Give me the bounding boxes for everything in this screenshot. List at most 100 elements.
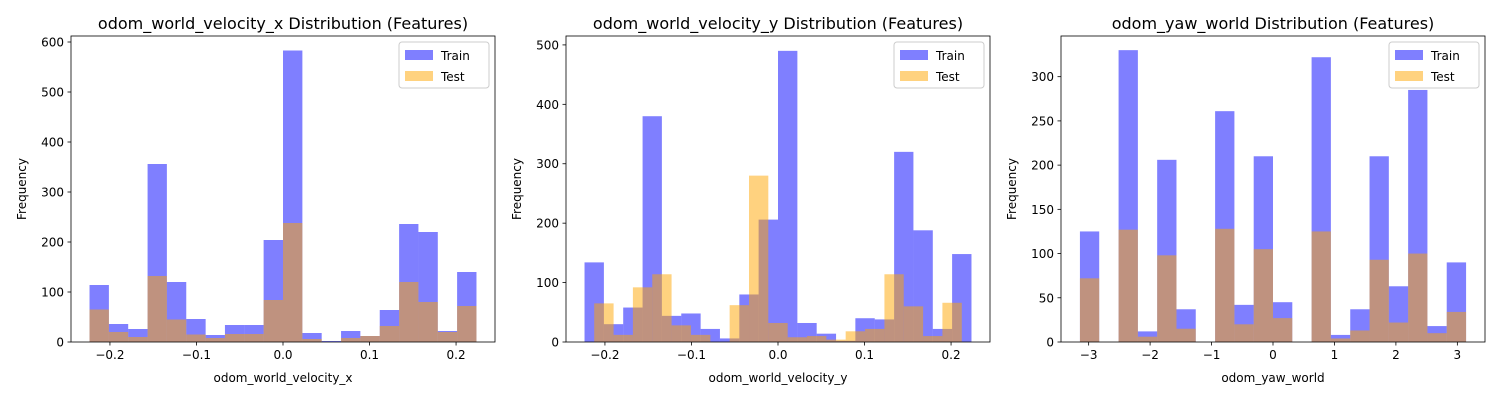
yaw-legend-swatch-train bbox=[1395, 50, 1423, 60]
vx-x-axis-label: odom_world_velocity_x bbox=[213, 371, 352, 385]
vx-test-bar bbox=[108, 332, 129, 342]
yaw-test-bar bbox=[1079, 278, 1100, 342]
vy-legend-label-train: Train bbox=[935, 49, 965, 63]
vy-y-axis-label: Frequency bbox=[510, 158, 524, 220]
yaw-y-tick-label: 250 bbox=[1031, 114, 1054, 128]
vx-y-tick-label: 200 bbox=[41, 236, 64, 250]
vy-test-bar bbox=[865, 328, 885, 342]
vy-test-bar bbox=[749, 175, 769, 342]
yaw-test-bar bbox=[1446, 311, 1467, 342]
vx-train-bar bbox=[321, 341, 342, 342]
vy-y-tick-label: 100 bbox=[536, 276, 559, 290]
yaw-test-bar bbox=[1137, 336, 1158, 342]
vy-test-bar bbox=[806, 336, 827, 342]
yaw-test-bar bbox=[1273, 318, 1293, 342]
vx-test-bar bbox=[302, 339, 322, 342]
vy-y-tick-label: 400 bbox=[536, 98, 559, 112]
vx-y-tick-label: 300 bbox=[41, 186, 64, 200]
vy-test-bar bbox=[729, 305, 750, 342]
vy-x-tick-label: 0.1 bbox=[855, 348, 874, 362]
vx-test-bar bbox=[341, 338, 361, 342]
vx-legend-swatch-test bbox=[405, 71, 433, 81]
vy-test-bar bbox=[903, 306, 924, 342]
vx-test-bar bbox=[244, 334, 264, 342]
vx-train-bar bbox=[302, 333, 322, 342]
vx-test-bar bbox=[186, 334, 206, 342]
yaw-x-tick-label: 3 bbox=[1454, 348, 1462, 362]
yaw-y-tick-label: 50 bbox=[1039, 291, 1054, 305]
vx-y-tick-label: 600 bbox=[41, 36, 64, 50]
vy-x-tick-label: 0.2 bbox=[942, 348, 961, 362]
yaw-y-tick-label: 100 bbox=[1031, 247, 1054, 261]
yaw-test-bar bbox=[1176, 328, 1196, 342]
vy-test-bar bbox=[594, 303, 614, 342]
vx-test-bar bbox=[128, 337, 148, 342]
vx-test-bar bbox=[418, 302, 438, 342]
vy-chart-title: odom_world_velocity_y Distribution (Feat… bbox=[593, 14, 963, 34]
vx-test-bar bbox=[89, 309, 109, 342]
vy-y-tick-label: 300 bbox=[536, 157, 559, 171]
yaw-chart-title: odom_yaw_world Distribution (Features) bbox=[1112, 14, 1435, 34]
vy-test-bar bbox=[671, 325, 691, 342]
yaw-test-bar bbox=[1215, 228, 1235, 342]
vy-y-tick-label: 200 bbox=[536, 217, 559, 231]
yaw-x-tick-label: 1 bbox=[1331, 348, 1339, 362]
vx-test-bar bbox=[205, 338, 225, 342]
vx-test-bar bbox=[224, 334, 245, 342]
vx-chart-title: odom_world_velocity_x Distribution (Feat… bbox=[98, 14, 468, 34]
yaw-y-tick-label: 0 bbox=[1046, 336, 1054, 350]
yaw-test-bar bbox=[1157, 255, 1177, 342]
vx-x-tick-label: 0.0 bbox=[273, 348, 292, 362]
vx-y-tick-label: 100 bbox=[41, 286, 64, 300]
yaw-test-bar bbox=[1350, 330, 1370, 342]
vx-test-bar bbox=[399, 282, 419, 342]
yaw-legend-swatch-test bbox=[1395, 71, 1423, 81]
vy-x-tick-label: −0.1 bbox=[677, 348, 706, 362]
vx-test-bar bbox=[437, 332, 458, 342]
yaw-test-bar bbox=[1253, 249, 1273, 342]
vx-y-tick-label: 500 bbox=[41, 86, 64, 100]
vx-test-bar bbox=[360, 336, 380, 342]
vx-legend-label-train: Train bbox=[440, 49, 470, 63]
vy-test-bar bbox=[632, 287, 653, 342]
vy-test-bar bbox=[923, 336, 943, 342]
yaw-x-tick-label: 0 bbox=[1269, 348, 1277, 362]
yaw-test-bar bbox=[1118, 229, 1138, 342]
yaw-y-axis-label: Frequency bbox=[1005, 158, 1019, 220]
vy-test-bar bbox=[826, 339, 846, 342]
yaw-x-tick-label: −3 bbox=[1080, 348, 1098, 362]
vx-test-bar bbox=[379, 326, 400, 342]
vy-train-bar bbox=[778, 50, 798, 342]
vx-x-tick-label: −0.2 bbox=[95, 348, 124, 362]
yaw-test-bar bbox=[1408, 253, 1428, 342]
vx-y-tick-label: 400 bbox=[41, 136, 64, 150]
vx-x-tick-label: 0.2 bbox=[447, 348, 466, 362]
vx-test-bar bbox=[283, 223, 303, 342]
vx-legend-swatch-train bbox=[405, 50, 433, 60]
vy-x-tick-label: 0.0 bbox=[768, 348, 787, 362]
yaw-test-bar bbox=[1369, 259, 1389, 342]
vy-test-bar bbox=[787, 337, 807, 342]
yaw-y-tick-label: 300 bbox=[1031, 70, 1054, 84]
yaw-test-bar bbox=[1330, 338, 1351, 342]
vx-x-tick-label: 0.1 bbox=[360, 348, 379, 362]
yaw-y-tick-label: 200 bbox=[1031, 159, 1054, 173]
yaw-y-tick-label: 150 bbox=[1031, 203, 1054, 217]
yaw-x-tick-label: 2 bbox=[1392, 348, 1400, 362]
vx-test-bar bbox=[166, 319, 187, 342]
yaw-x-tick-label: −1 bbox=[1203, 348, 1221, 362]
yaw-x-axis-label: odom_yaw_world bbox=[1221, 371, 1324, 385]
yaw-test-bar bbox=[1311, 231, 1331, 342]
vy-y-tick-label: 500 bbox=[536, 38, 559, 52]
vy-legend-swatch-train bbox=[900, 50, 928, 60]
vx-test-bar bbox=[147, 276, 167, 342]
vx-train-bar bbox=[341, 331, 361, 342]
vy-legend-label-test: Test bbox=[935, 70, 960, 84]
yaw-x-tick-label: −2 bbox=[1141, 348, 1159, 362]
vx-y-tick-label: 0 bbox=[56, 336, 64, 350]
vx-legend-label-test: Test bbox=[440, 70, 465, 84]
vy-test-bar bbox=[613, 334, 633, 342]
vx-test-bar bbox=[457, 306, 477, 342]
